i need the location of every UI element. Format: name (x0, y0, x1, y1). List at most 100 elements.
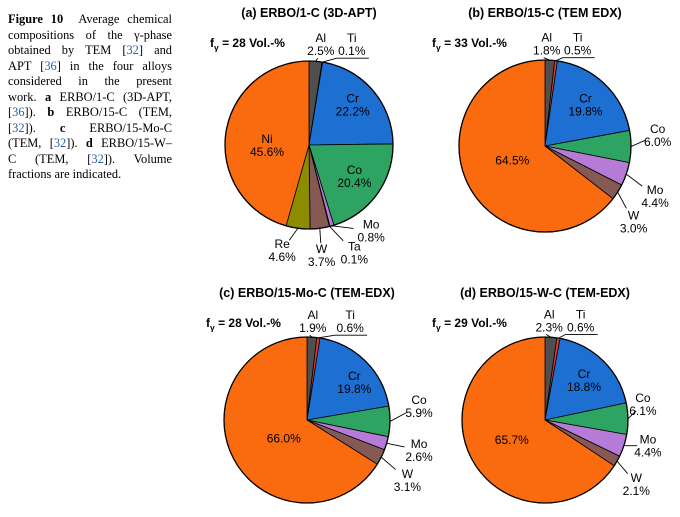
slice-label-Ti: Ti 0.5% (564, 31, 592, 58)
slice-label-Mo: Mo 2.6% (405, 437, 433, 464)
caption-text: fractions are indicated. (8, 167, 122, 181)
f-symbol: f (206, 316, 210, 330)
leader-line-Al (545, 334, 552, 338)
f-symbol: f (210, 36, 214, 50)
slice-label-Al: Al 2.3% (535, 307, 563, 334)
caption-text: APT [ (8, 58, 45, 73)
chart-d-volume-fraction: fγ = 29 Vol.-% (432, 316, 507, 332)
leader-line-Ti (558, 333, 598, 339)
reference-link[interactable]: 36 (44, 58, 57, 73)
pie-outline (458, 59, 632, 233)
chart-c-volume-fraction: fγ = 28 Vol.-% (206, 316, 281, 332)
gamma-subscript: γ (436, 42, 441, 53)
caption-bold-text: a (44, 89, 52, 104)
slice-label-Co: Co 5.9% (405, 393, 433, 420)
slice-label-Re: Re 4.6% (268, 237, 296, 264)
chart-a-title: (a) ERBO/1-C (3D-APT) (241, 6, 377, 20)
slice-label-Mo: Mo 0.8% (357, 218, 385, 245)
leader-line-W (616, 460, 629, 474)
slice-label-Cr: Cr 19.8% (337, 369, 371, 396)
pie-chart-c: Al 1.9% Ti 0.6% Cr 19.8% Co 5.9% Mo 2.6% W 3.1% 66.0… (223, 308, 433, 504)
leader-line-Al (309, 334, 313, 338)
leader-line-Mo (331, 225, 354, 229)
slice-label-Ni: Ni 45.6% (250, 132, 284, 159)
volume-fraction-value: = 29 Vol.-% (444, 316, 507, 330)
leader-line-Co (630, 139, 646, 147)
caption-line: obtained by TEM [32] and (8, 43, 172, 59)
chart-b-cell: (b) ERBO/15-C (TEM EDX) fγ = 33 Vol.-% A… (430, 0, 680, 280)
caption-bold-text: c (59, 120, 66, 135)
leader-line-Ti (555, 57, 595, 62)
gamma-subscript: γ (210, 322, 215, 333)
leader-line-Co (389, 412, 407, 422)
volume-fraction-value: = 28 Vol.-% (222, 36, 285, 50)
caption-text: ] in the four alloys (56, 58, 172, 73)
caption-text: ]). (66, 136, 86, 150)
slice-label-Ni: 65.7% (495, 433, 529, 447)
slice-label-Ti: Ti 0.6% (567, 307, 595, 334)
leader-line-Mo (386, 442, 405, 448)
chart-d-cell: (d) ERBO/15-W-C (TEM-EDX) fγ = 29 Vol.-%… (430, 280, 680, 517)
caption-text: obtained by TEM [ (8, 43, 127, 57)
chart-c-title: (c) ERBO/15-Mo-C (TEM-EDX) (219, 286, 395, 300)
caption-text: C (TEM, [ (8, 151, 92, 166)
reference-link[interactable]: 32 (53, 136, 67, 150)
chart-a-volume-fraction: fγ = 28 Vol.-% (210, 36, 285, 52)
leader-line-Ti (322, 57, 369, 63)
slice-label-Ti: Ti 0.1% (338, 31, 366, 58)
chart-d-title: (d) ERBO/15-W-C (TEM-EDX) (460, 286, 630, 300)
chart-b-title: (b) ERBO/15-C (TEM EDX) (468, 6, 622, 20)
leader-line-Ta (329, 226, 344, 242)
gamma-subscript: γ (214, 42, 219, 53)
caption-line: [32]). c ERBO/15-Mo-C (8, 121, 172, 137)
caption-text: Average chemical (63, 12, 172, 26)
caption-text: considered in the present (8, 74, 172, 88)
volume-fraction-value: = 33 Vol.-% (444, 36, 507, 50)
pie-outline (461, 336, 629, 504)
caption-text: ERBO/15-W– (92, 136, 173, 150)
slice-label-Al: Al 2.5% (307, 31, 335, 58)
reference-link[interactable]: 36 (12, 105, 25, 119)
caption-line: fractions are indicated. (8, 167, 172, 183)
pie-chart-a: Al 2.5%Ti 0.1% Cr 22.2% Co 20.4% Mo 0.8%Ta 0.1%W 3… (224, 31, 394, 269)
slice-label-W: W 3.1% (394, 467, 422, 494)
pie-chart-b: Al 1.8%Ti 0.5% Cr 19.8% Co 6.0% Mo 4.4%W 3.0% 64.5… (458, 31, 672, 236)
slice-label-Mo: Mo 4.4% (634, 433, 662, 460)
slice-label-Ni: 64.5% (495, 154, 529, 168)
reference-link[interactable]: 32 (12, 120, 25, 135)
leader-line-W (617, 191, 627, 209)
figure-caption: Figure 10 Average chemical compositions o… (8, 12, 172, 183)
caption-line: considered in the present (8, 74, 172, 90)
slice-label-W: W 3.7% (308, 242, 336, 269)
slice-label-Co: Co 6.1% (629, 391, 657, 418)
leader-line-Al (543, 57, 551, 61)
caption-line: compositions of the γ-phase (8, 28, 172, 44)
caption-bold-text: Figure 10 (8, 12, 64, 26)
f-symbol: f (432, 36, 436, 50)
slice-label-W: W 3.0% (620, 209, 648, 236)
volume-fraction-value: = 28 Vol.-% (218, 316, 281, 330)
leader-line-Ti (318, 334, 368, 339)
leader-line-W (380, 456, 396, 470)
caption-line: APT [36] in the four alloys (8, 59, 172, 75)
reference-link[interactable]: 32 (126, 43, 139, 57)
caption-text: ]). (24, 120, 60, 135)
slice-label-Al: Al 1.8% (533, 31, 561, 58)
slice-label-Al: Al 1.9% (299, 308, 327, 335)
caption-line: [36]). b ERBO/15-C (TEM, (8, 105, 172, 121)
slice-label-Ti: Ti 0.6% (336, 308, 364, 335)
caption-bold-text: b (47, 105, 55, 119)
pie-outline (223, 336, 391, 504)
caption-text: ] and (138, 43, 172, 57)
caption-text: [ (8, 105, 13, 119)
caption-text: [ (8, 120, 13, 135)
chart-b-volume-fraction: fγ = 33 Vol.-% (432, 36, 507, 52)
leader-line-Al (315, 57, 319, 62)
slice-label-Ni: 66.0% (267, 431, 301, 445)
caption-text: ]). Volume (103, 151, 173, 166)
caption-text: ERBO/15-C (TEM, (54, 105, 172, 119)
caption-bold-text: d (85, 136, 93, 150)
reference-link[interactable]: 32 (91, 151, 104, 166)
chart-a-cell: (a) ERBO/1-C (3D-APT) fγ = 28 Vol.-% Al 2… (180, 0, 430, 280)
